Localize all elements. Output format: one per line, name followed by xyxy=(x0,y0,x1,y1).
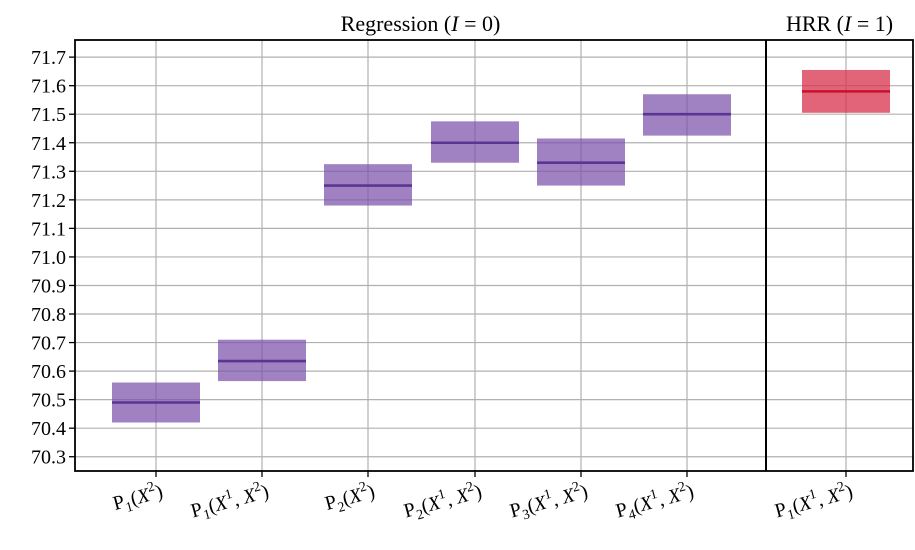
label-part: ) xyxy=(365,481,377,504)
x-category-label: P3(X1, X2) xyxy=(507,478,592,527)
x-category-label: P1(X1, X2) xyxy=(188,478,273,527)
y-tick-label: 71.6 xyxy=(31,76,66,98)
y-tick-label: 71.4 xyxy=(31,133,66,155)
box-layer xyxy=(112,69,890,423)
title-part: = 0) xyxy=(459,11,501,36)
x-category-label: P4(X1, X2) xyxy=(613,478,698,527)
label-part: 1 xyxy=(807,487,818,503)
y-tick-label: 70.6 xyxy=(31,361,66,383)
label-part: 2 xyxy=(252,479,263,495)
plot-frame xyxy=(74,39,914,472)
label-layer: 70.3 70.4 70.5 70.6 70.7 70.8 70.9 71.0 71.1 71.2… xyxy=(31,11,893,527)
label-part: ) xyxy=(578,481,590,504)
y-tick-label: 70.9 xyxy=(31,275,66,297)
x-category-label: P1(X1, X2) xyxy=(772,478,857,527)
label-part: 1 xyxy=(436,487,447,503)
panel-title: HRR (I = 1) xyxy=(786,11,893,36)
label-part: 3 xyxy=(521,507,532,523)
label-part: P xyxy=(613,498,629,522)
label-part: ) xyxy=(259,481,271,504)
label-part: 1 xyxy=(124,500,135,516)
title-part: I xyxy=(450,11,460,36)
title-part: Regression ( xyxy=(341,11,452,36)
x-category-label: P2(X2) xyxy=(322,478,378,519)
label-part: P xyxy=(401,498,417,522)
y-tick-label: 71.5 xyxy=(31,104,66,126)
label-part: P xyxy=(772,498,788,522)
y-tick-label: 71.7 xyxy=(31,47,66,69)
label-part: 1 xyxy=(786,507,797,523)
y-tick-label: 70.7 xyxy=(31,333,66,355)
label-part: 2 xyxy=(571,479,582,495)
y-tick-label: 71.2 xyxy=(31,190,66,212)
label-part: 2 xyxy=(415,507,426,523)
label-part: 2 xyxy=(358,479,369,495)
label-part: P xyxy=(111,491,127,515)
axis-layer xyxy=(69,39,914,477)
label-part: ) xyxy=(843,481,855,504)
title-part: = 1) xyxy=(851,11,893,36)
label-part: ) xyxy=(472,481,484,504)
title-part: HRR ( xyxy=(786,11,844,36)
y-tick-label: 71.1 xyxy=(31,218,66,240)
label-part: 4 xyxy=(627,507,638,523)
y-tick-label: 70.3 xyxy=(31,447,66,469)
label-part: 2 xyxy=(336,500,347,516)
label-part: 2 xyxy=(677,479,688,495)
title-part: I xyxy=(843,11,853,36)
label-part: ) xyxy=(684,481,696,504)
label-part: 2 xyxy=(465,479,476,495)
y-tick-label: 70.8 xyxy=(31,304,66,326)
label-part: 1 xyxy=(648,487,659,503)
panel-title: Regression (I = 0) xyxy=(341,11,501,36)
label-part: P xyxy=(188,498,204,522)
y-tick-label: 71.0 xyxy=(31,247,66,269)
y-tick-label: 70.4 xyxy=(31,418,66,440)
label-part: 1 xyxy=(223,487,234,503)
label-part: 2 xyxy=(146,479,157,495)
label-part: P xyxy=(507,498,523,522)
label-part: P xyxy=(323,491,339,515)
y-tick-label: 71.3 xyxy=(31,161,66,183)
x-category-label: P1(X2) xyxy=(110,478,166,519)
x-category-label: P2(X1, X2) xyxy=(401,478,486,527)
label-part: 2 xyxy=(836,479,847,495)
label-part: 1 xyxy=(202,507,213,523)
grid-layer xyxy=(75,40,913,471)
label-part: ) xyxy=(153,481,165,504)
label-part: 1 xyxy=(542,487,553,503)
y-tick-label: 70.5 xyxy=(31,390,66,412)
